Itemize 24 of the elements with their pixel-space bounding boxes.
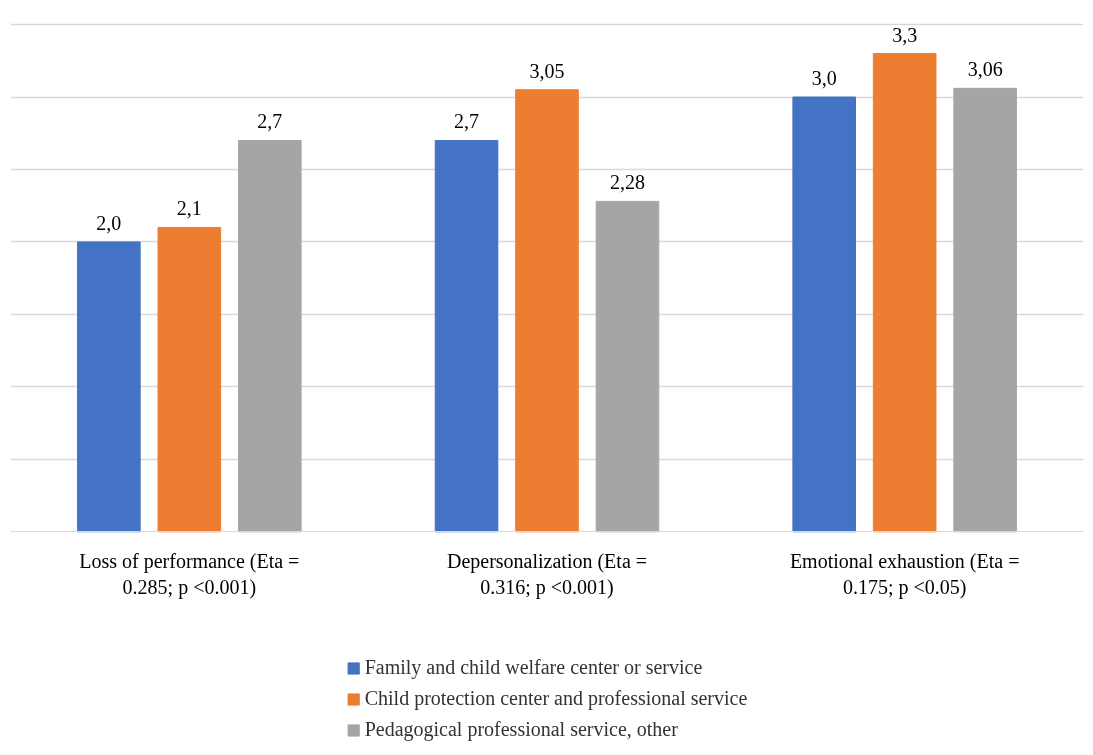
bar xyxy=(434,139,499,533)
data-label: 3,0 xyxy=(811,67,837,90)
data-label: 2,28 xyxy=(609,171,645,194)
legend-label: Child protection center and professional service xyxy=(364,687,748,710)
data-label: 2,1 xyxy=(176,197,202,220)
bar xyxy=(238,139,302,533)
legend-label: Family and child welfare center or service xyxy=(364,656,703,679)
x-tick-label: Loss of performance (Eta = 0.285; p <0.001) xyxy=(79,549,300,600)
legend-label: Pedagogical professional service, other xyxy=(364,718,678,741)
bar xyxy=(595,200,660,533)
data-label: 3,05 xyxy=(529,59,565,82)
bar xyxy=(953,87,1017,533)
data-label: 3,3 xyxy=(892,23,918,46)
bar xyxy=(792,96,856,533)
data-label: 2,7 xyxy=(454,110,480,133)
x-tick-label: Emotional exhaustion (Eta = 0.175; p <0.05) xyxy=(789,549,1020,600)
data-label: 2,0 xyxy=(96,211,122,234)
bar xyxy=(157,226,222,533)
bar xyxy=(872,53,937,533)
x-tick-label: Depersonalization (Eta = 0.316; p <0.001) xyxy=(446,549,648,600)
bar xyxy=(77,241,141,533)
data-label: 3,06 xyxy=(967,58,1003,81)
data-label: 2,7 xyxy=(257,110,283,133)
bar xyxy=(515,89,579,533)
